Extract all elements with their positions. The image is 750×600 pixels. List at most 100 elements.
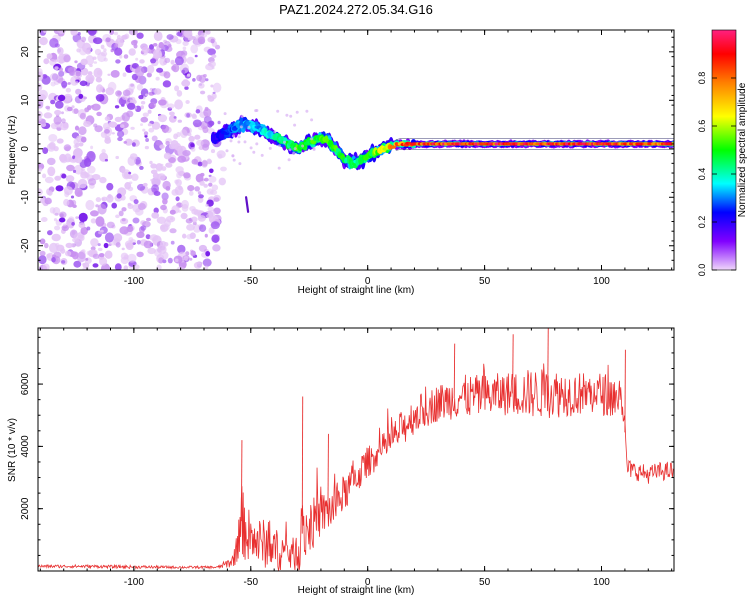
snr-spike — [301, 396, 304, 534]
noise-blob — [39, 238, 46, 245]
noise-blob — [195, 34, 199, 39]
noise-blob — [61, 118, 66, 124]
noise-blob — [54, 109, 62, 116]
noise-blob — [187, 132, 192, 137]
noise-blob — [111, 202, 117, 209]
noise-blob — [211, 54, 217, 58]
noise-blob — [59, 67, 63, 72]
noise-blob — [154, 88, 162, 95]
isolated-feature — [245, 196, 250, 213]
spectrogram-frame — [37, 29, 675, 271]
noise-blob — [90, 145, 94, 150]
noise-blob — [103, 48, 107, 53]
noise-blob — [210, 149, 216, 154]
scatter-blob — [247, 125, 251, 129]
ridge — [210, 109, 674, 171]
noise-blob — [130, 126, 135, 130]
noise-blob — [156, 216, 167, 224]
noise-blob — [181, 79, 191, 87]
noise-blob — [185, 100, 190, 104]
noise-blob — [74, 155, 83, 164]
noise-blob — [114, 43, 119, 48]
noise-blob — [119, 226, 129, 235]
noise-blob — [177, 244, 186, 254]
noise-blob — [137, 203, 146, 211]
noise-blob — [49, 242, 59, 253]
noise-blob — [211, 66, 215, 70]
noise-blob — [66, 164, 75, 172]
spectrogram-y-axis-label: Frequency (Hz) — [7, 116, 18, 185]
scatter-blob — [254, 109, 258, 113]
ridge-outline — [395, 138, 674, 151]
noise-blob — [53, 218, 58, 222]
noise-blob — [183, 256, 189, 261]
noise-blob — [205, 78, 209, 82]
noise-blob — [128, 181, 133, 184]
noise-blob — [213, 197, 220, 203]
noise-blob — [136, 231, 145, 238]
noise-blob — [203, 108, 212, 118]
snr-spike — [624, 349, 626, 433]
noise-blob — [48, 134, 58, 142]
noise-blob — [161, 124, 170, 133]
noise-blob — [181, 199, 189, 209]
noise-blob — [107, 73, 111, 77]
noise-blob — [118, 210, 124, 217]
scatter-blob — [278, 144, 281, 148]
noise-blob — [133, 39, 138, 44]
noise-blob — [42, 147, 49, 155]
noise-blob — [175, 38, 182, 45]
noise-blob — [194, 186, 200, 192]
noise-blob — [70, 30, 78, 36]
noise-blob — [90, 246, 96, 251]
noise-blob — [148, 127, 155, 133]
noise-blob — [96, 84, 104, 93]
noise-blob — [193, 261, 202, 269]
noise-blob — [50, 99, 56, 105]
noise-blob — [104, 232, 114, 243]
noise-blob — [45, 105, 51, 110]
noise-blob — [98, 253, 105, 258]
noise-blob — [83, 121, 92, 127]
scatter-blob — [240, 114, 244, 118]
noise-blob — [63, 198, 70, 207]
noise-blob — [39, 250, 46, 256]
noise-blob — [151, 212, 160, 219]
noise-blob — [54, 43, 60, 48]
y-tick-label: 6000 — [20, 373, 31, 396]
noise-blob — [95, 197, 102, 203]
noise-blob — [94, 125, 103, 133]
noise-blob — [106, 221, 115, 229]
noise-blob — [165, 140, 170, 146]
noise-blob — [38, 101, 44, 109]
noise-blob — [77, 178, 88, 189]
noise-blob — [80, 171, 89, 179]
y-tick-label: 20 — [20, 46, 31, 58]
noise-blob — [139, 165, 144, 170]
noise-blob — [46, 53, 53, 60]
scatter-blob — [301, 144, 305, 148]
noise-blob — [93, 67, 103, 78]
noise-blob — [136, 240, 141, 245]
noise-blob — [131, 173, 139, 181]
scatter-blob — [229, 139, 233, 143]
noise-blob — [85, 74, 95, 83]
noise-blob — [44, 197, 52, 205]
noise-blob — [84, 107, 90, 113]
noise-blob — [182, 46, 187, 51]
noise-blob — [143, 240, 153, 249]
noise-blob — [176, 90, 183, 97]
colorbar-tick-label: 0.0 — [697, 264, 707, 277]
noise-blob — [206, 213, 213, 219]
noise-blob — [200, 172, 205, 177]
noise-blob — [65, 175, 75, 183]
noise-blob — [55, 185, 64, 192]
noise-blob — [59, 122, 69, 131]
noise-blob — [128, 171, 132, 175]
noise-blob — [136, 84, 143, 91]
noise-blob — [174, 179, 179, 184]
noise-blob — [81, 36, 87, 43]
noise-blob — [210, 221, 220, 230]
noise-blob — [165, 162, 173, 168]
noise-blob — [211, 184, 219, 191]
